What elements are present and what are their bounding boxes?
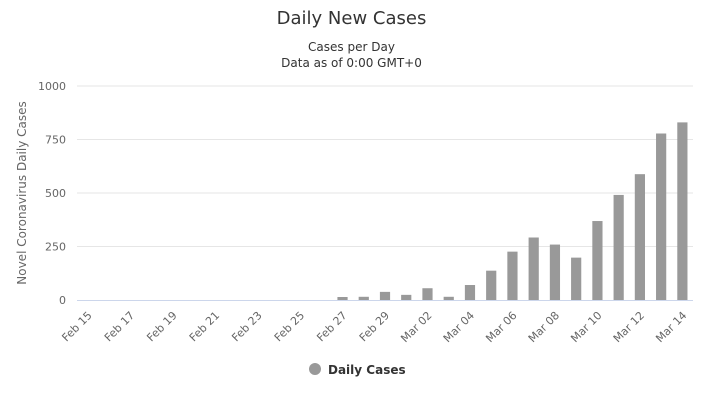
bar-series <box>337 122 688 300</box>
gridlines <box>77 85 693 247</box>
chart-title: Daily New Cases <box>277 8 427 29</box>
legend-marker-daily-cases <box>309 363 321 375</box>
y-tick-label: 500 <box>45 187 66 200</box>
y-axis-ticks: 0 250 500 750 1000 <box>38 80 66 307</box>
x-tick-label: Feb 27 <box>314 309 349 344</box>
x-tick-label: Feb 15 <box>59 309 94 344</box>
x-tick-label: Feb 19 <box>144 309 179 344</box>
bar-mar-01[interactable] <box>401 294 412 300</box>
x-tick-label: Mar 04 <box>441 309 477 345</box>
bar-mar-06[interactable] <box>507 251 518 300</box>
x-tick-label: Mar 12 <box>611 309 647 345</box>
legend[interactable]: Daily Cases <box>309 363 406 377</box>
bar-mar-08[interactable] <box>549 244 561 300</box>
x-tick-label: Feb 21 <box>187 309 222 344</box>
bar-mar-05[interactable] <box>486 270 497 300</box>
bar-mar-14[interactable] <box>677 122 688 300</box>
y-tick-label: 750 <box>45 134 66 147</box>
chart-subtitle-line2: Data as of 0:00 GMT+0 <box>281 56 422 70</box>
bar-mar-09[interactable] <box>571 257 582 300</box>
x-tick-label: Mar 10 <box>568 309 604 345</box>
bar-mar-12[interactable] <box>634 174 645 300</box>
y-tick-label: 1000 <box>38 80 66 93</box>
y-tick-label: 250 <box>45 241 66 254</box>
bar-mar-02[interactable] <box>422 288 433 300</box>
legend-label-daily-cases: Daily Cases <box>328 363 406 377</box>
bar-mar-07[interactable] <box>528 237 539 300</box>
x-tick-label: Mar 06 <box>483 309 519 345</box>
bar-mar-03[interactable] <box>443 296 454 300</box>
bar-feb-27[interactable] <box>337 297 348 300</box>
x-tick-label: Mar 14 <box>653 309 689 345</box>
y-tick-label: 0 <box>59 294 66 307</box>
x-tick-label: Mar 02 <box>398 309 434 345</box>
y-axis-title: Novel Coronavirus Daily Cases <box>15 101 29 284</box>
bar-feb-28[interactable] <box>358 296 369 300</box>
chart-subtitle-line1: Cases per Day <box>308 40 395 54</box>
bar-feb-29[interactable] <box>379 291 391 300</box>
x-axis-ticks: Feb 15 Feb 17 Feb 19 Feb 21 Feb 23 Feb 25 Feb … <box>59 309 689 345</box>
x-tick-label: Feb 23 <box>229 309 264 344</box>
x-tick-label: Mar 08 <box>526 309 562 345</box>
bar-mar-11[interactable] <box>613 194 624 300</box>
bar-mar-10[interactable] <box>592 221 603 300</box>
x-tick-label: Feb 17 <box>102 309 137 344</box>
bar-mar-13[interactable] <box>656 133 667 300</box>
bar-mar-04[interactable] <box>464 285 476 300</box>
x-tick-label: Feb 25 <box>272 309 307 344</box>
x-tick-label: Feb 29 <box>357 309 392 344</box>
